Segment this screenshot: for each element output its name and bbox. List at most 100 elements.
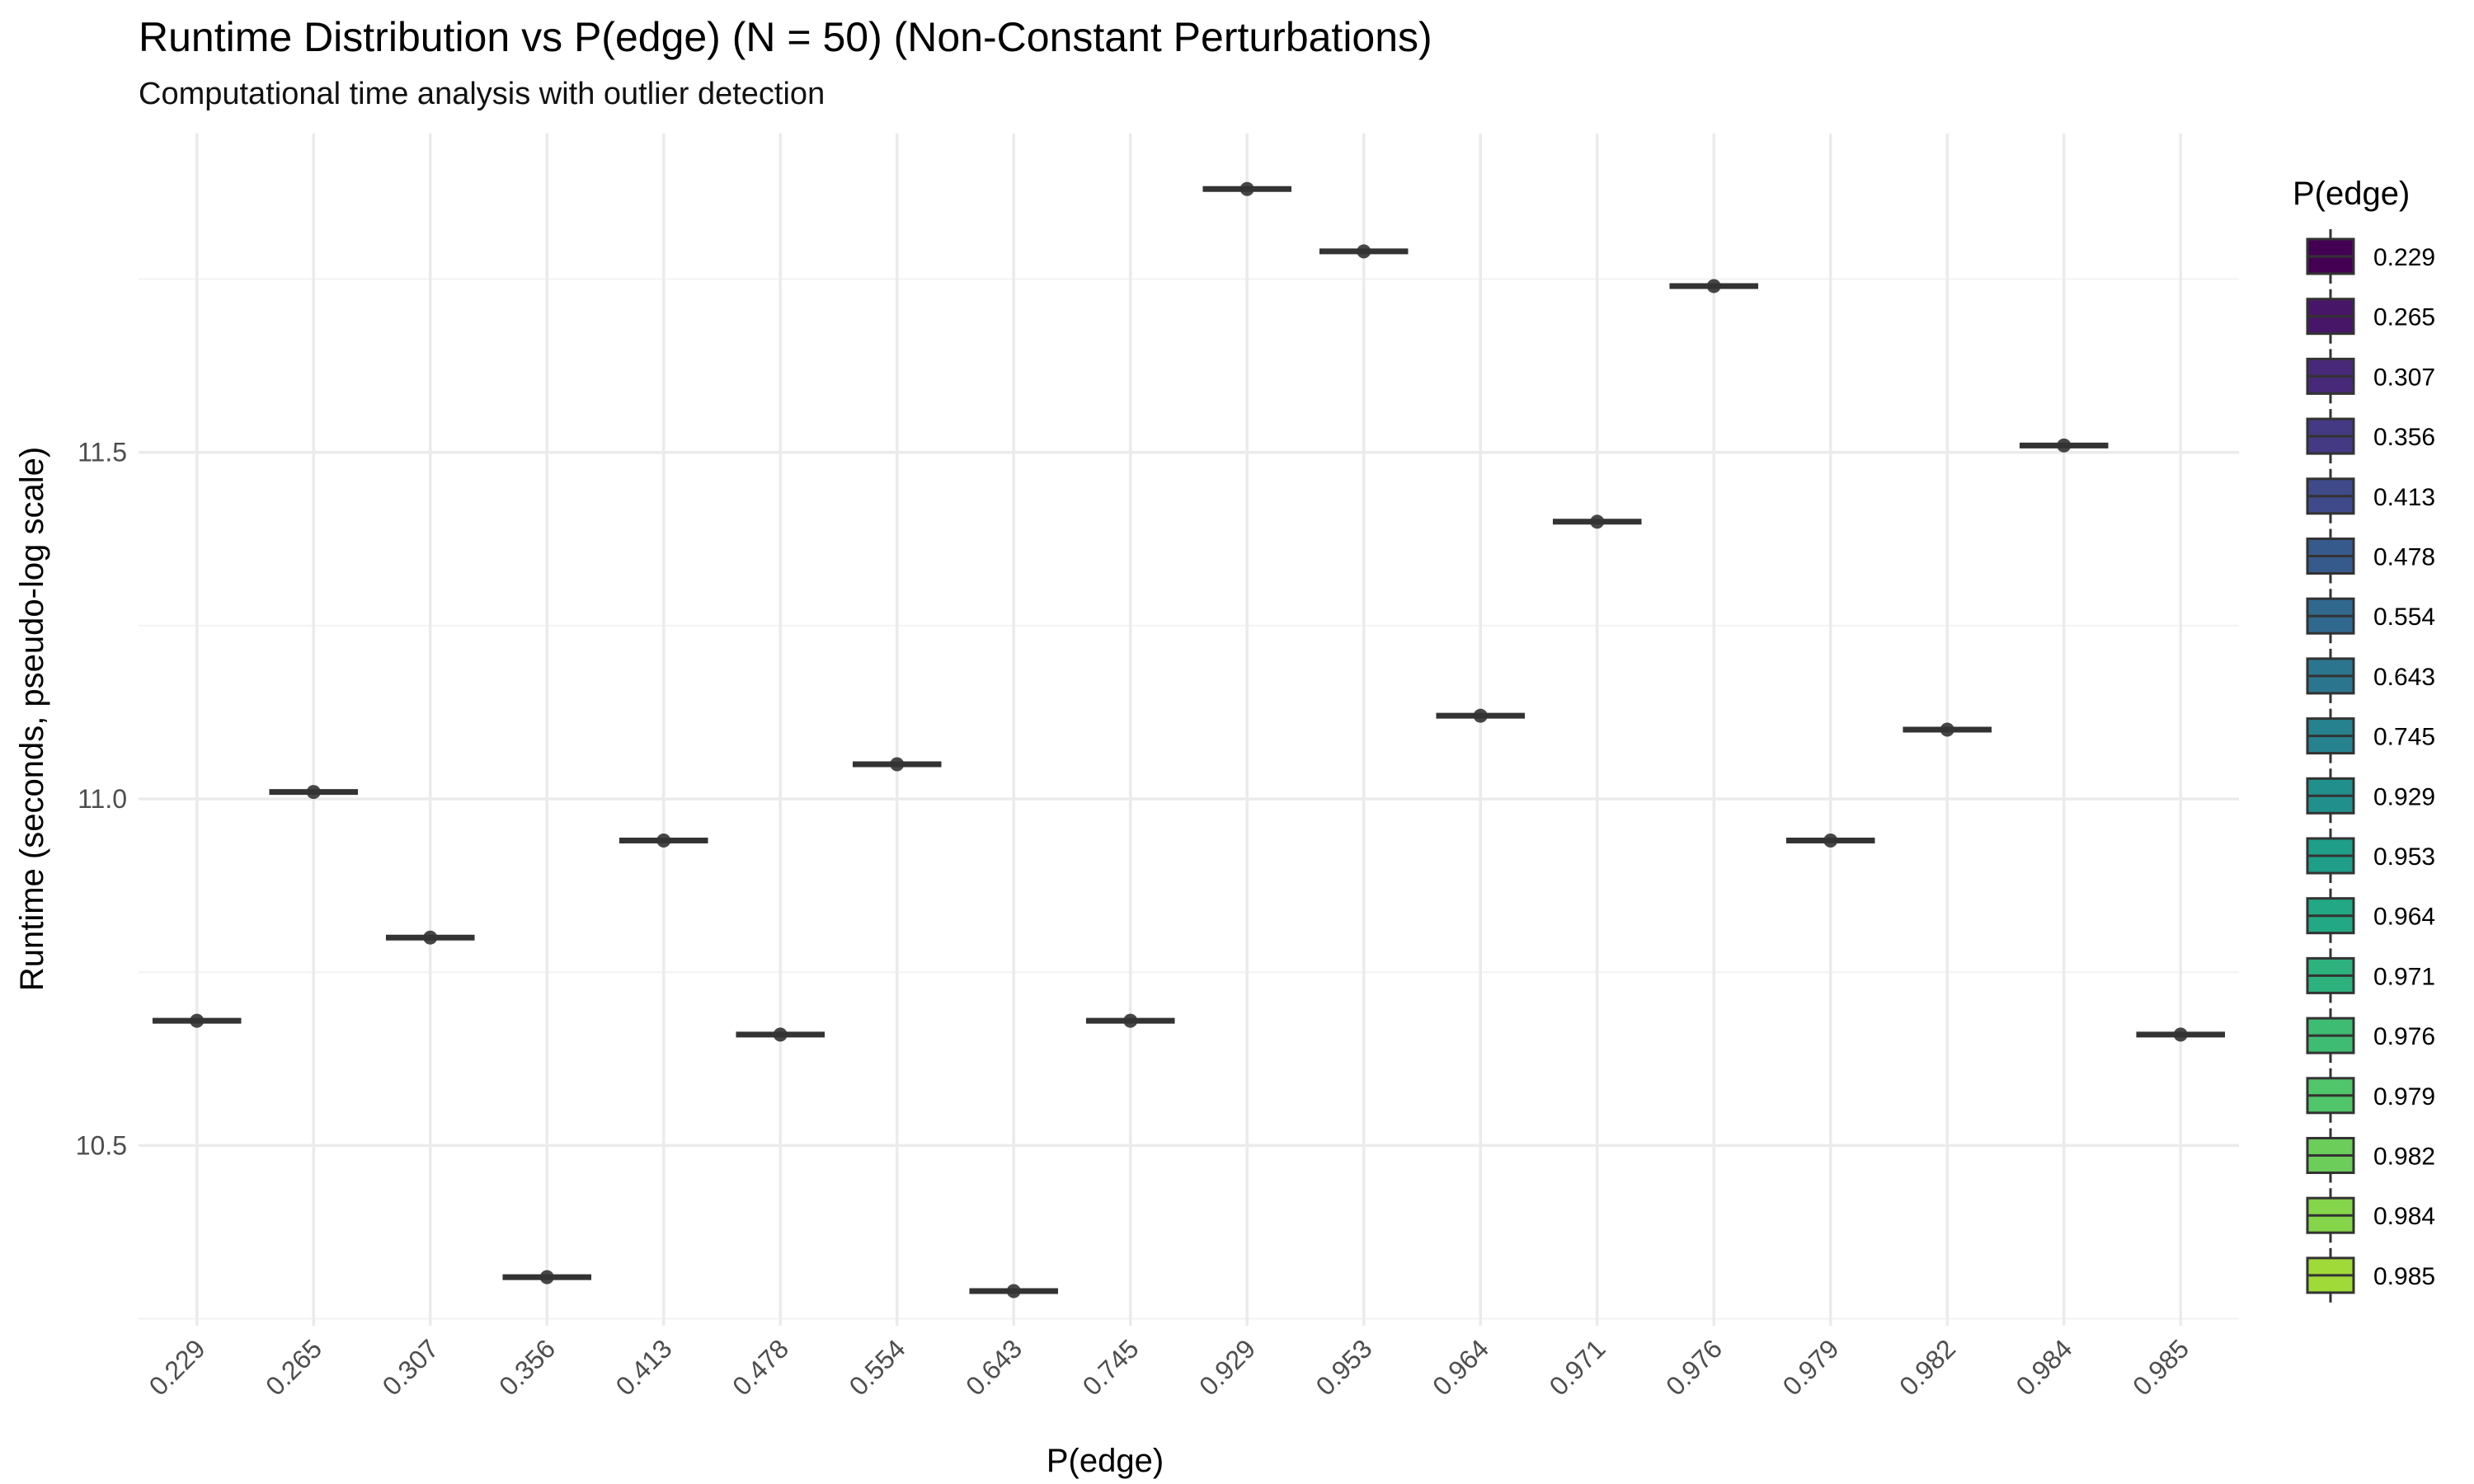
legend: P(edge) 0.229 0.265 0.307 0.356 0.413 0.478 0.… <box>2293 176 2435 1303</box>
x-tick-label: 0.265 <box>260 1333 327 1401</box>
box-point <box>1706 279 1721 294</box>
box-0.984 <box>2019 438 2109 453</box>
legend-label: 0.356 <box>2373 424 2435 451</box>
x-tick-label: 0.929 <box>1193 1333 1261 1401</box>
box-point <box>1473 708 1488 723</box>
legend-item-0.985: 0.985 <box>2306 1247 2435 1303</box>
box-point <box>1123 1013 1138 1028</box>
legend-item-0.929: 0.929 <box>2306 768 2435 824</box>
grid <box>139 134 2239 1326</box>
legend-item-0.971: 0.971 <box>2306 948 2435 1003</box>
box-point <box>2173 1027 2188 1042</box>
box-marks <box>152 181 2226 1298</box>
x-tick-label: 0.964 <box>1427 1333 1494 1401</box>
legend-label: 0.982 <box>2373 1144 2435 1171</box>
legend-label: 0.979 <box>2373 1083 2435 1111</box>
box-0.478 <box>736 1027 825 1042</box>
box-0.745 <box>1085 1013 1175 1028</box>
legend-label: 0.929 <box>2373 783 2435 810</box>
box-0.982 <box>1903 722 1992 737</box>
legend-label: 0.964 <box>2373 904 2435 931</box>
chart-title: Runtime Distribution vs P(edge) (N = 50)… <box>139 14 1432 60</box>
x-tick-label: 0.356 <box>493 1333 561 1401</box>
x-tick-label: 0.985 <box>2127 1333 2194 1401</box>
box-0.356 <box>502 1270 592 1284</box>
x-tick-label: 0.643 <box>960 1333 1028 1401</box>
x-tick-label: 0.979 <box>1777 1333 1845 1401</box>
legend-item-0.984: 0.984 <box>2306 1188 2435 1243</box>
legend-label: 0.265 <box>2373 304 2435 331</box>
box-0.971 <box>1552 514 1642 529</box>
x-tick-label: 0.307 <box>377 1333 444 1401</box>
x-axis-title: P(edge) <box>1047 1443 1164 1479</box>
x-tick-label: 0.554 <box>844 1333 911 1401</box>
legend-label: 0.413 <box>2373 484 2435 511</box>
box-0.976 <box>1669 279 1759 294</box>
legend-item-0.964: 0.964 <box>2306 888 2435 943</box>
legend-item-0.307: 0.307 <box>2306 349 2435 404</box>
box-point <box>190 1013 205 1028</box>
legend-label: 0.976 <box>2373 1023 2435 1050</box>
box-0.643 <box>969 1284 1059 1298</box>
legend-item-0.976: 0.976 <box>2306 1008 2435 1064</box>
legend-label: 0.554 <box>2373 603 2435 631</box>
legend-item-0.554: 0.554 <box>2306 589 2435 644</box>
x-tick-label: 0.984 <box>2011 1333 2078 1401</box>
legend-item-0.478: 0.478 <box>2306 528 2435 584</box>
box-0.985 <box>2136 1027 2226 1042</box>
x-tick-label: 0.971 <box>1544 1333 1611 1401</box>
legend-item-0.979: 0.979 <box>2306 1068 2435 1123</box>
legend-label: 0.985 <box>2373 1263 2435 1290</box>
box-0.229 <box>152 1013 242 1028</box>
legend-item-0.643: 0.643 <box>2306 648 2435 703</box>
box-0.265 <box>269 785 359 800</box>
y-tick-label: 11.0 <box>78 784 127 814</box>
box-point <box>1590 514 1605 529</box>
legend-item-0.265: 0.265 <box>2306 289 2435 344</box>
x-tick-label: 0.478 <box>727 1333 794 1401</box>
box-point <box>1006 1284 1021 1298</box>
y-tick-label: 10.5 <box>76 1130 127 1160</box>
box-point <box>2057 438 2072 453</box>
x-axis-ticks: 0.229 0.265 0.307 0.356 0.413 0.478 0.554 0.643… <box>143 1333 2195 1401</box>
x-tick-label: 0.982 <box>1893 1333 1961 1401</box>
legend-item-0.745: 0.745 <box>2306 708 2435 763</box>
legend-item-0.982: 0.982 <box>2306 1128 2435 1183</box>
box-0.964 <box>1436 708 1526 723</box>
legend-item-0.356: 0.356 <box>2306 409 2435 464</box>
legend-label: 0.984 <box>2373 1203 2435 1230</box>
box-0.929 <box>1202 181 1292 196</box>
legend-label: 0.229 <box>2373 244 2435 271</box>
legend-label: 0.643 <box>2373 664 2435 691</box>
legend-item-0.413: 0.413 <box>2306 468 2435 524</box>
box-point <box>306 785 321 800</box>
box-point <box>890 757 905 772</box>
box-0.307 <box>385 930 475 945</box>
box-point <box>539 1270 554 1284</box>
legend-label: 0.478 <box>2373 544 2435 571</box>
box-point <box>1357 244 1371 259</box>
legend-title: P(edge) <box>2293 176 2410 212</box>
box-0.554 <box>852 757 942 772</box>
box-0.979 <box>1785 834 1875 848</box>
box-point <box>1940 722 1954 737</box>
chart-subtitle: Computational time analysis with outlier… <box>139 77 825 111</box>
legend-item-0.229: 0.229 <box>2306 229 2435 284</box>
legend-label: 0.971 <box>2373 963 2435 990</box>
y-tick-label: 11.5 <box>78 438 127 467</box>
legend-label: 0.745 <box>2373 724 2435 751</box>
box-point <box>656 834 671 848</box>
box-point <box>1823 834 1838 848</box>
legend-item-0.953: 0.953 <box>2306 829 2435 883</box>
box-point <box>773 1027 788 1042</box>
legend-label: 0.953 <box>2373 843 2435 871</box>
x-tick-label: 0.229 <box>143 1333 211 1401</box>
y-axis-ticks: 10.5 11.0 11.5 <box>76 438 127 1161</box>
box-point <box>423 930 438 945</box>
box-point <box>1239 181 1254 196</box>
y-axis-title: Runtime (seconds, pseudo-log scale) <box>14 447 50 991</box>
x-tick-label: 0.413 <box>610 1333 678 1401</box>
box-0.413 <box>618 834 708 848</box>
x-tick-label: 0.976 <box>1660 1333 1728 1401</box>
